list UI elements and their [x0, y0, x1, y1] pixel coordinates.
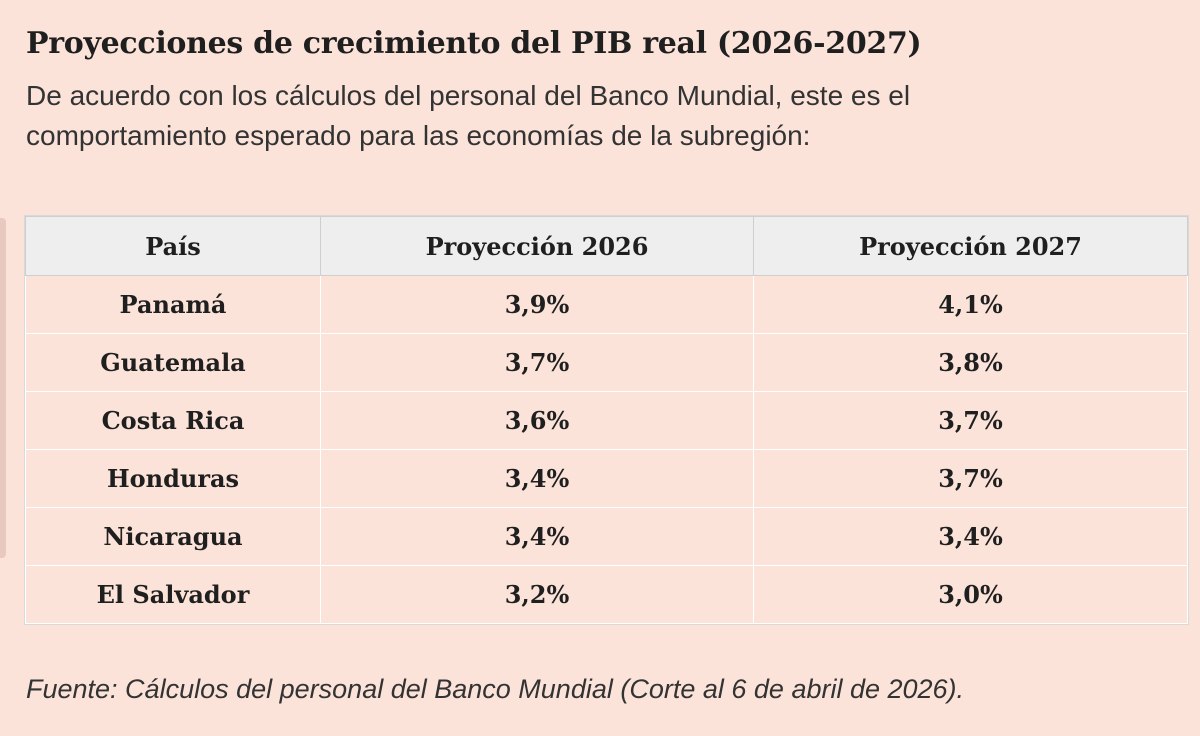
cell-projection-2027: 3,8% — [753, 333, 1188, 392]
cell-country: Nicaragua — [25, 507, 321, 566]
intro-paragraph: De acuerdo con los cálculos del personal… — [26, 80, 911, 151]
cell-projection-2027: 3,4% — [753, 507, 1188, 566]
table-row: Honduras 3,4% 3,7% — [25, 449, 1188, 508]
cell-projection-2027: 3,0% — [753, 565, 1188, 624]
table-row: El Salvador 3,2% 3,0% — [25, 565, 1188, 624]
cell-projection-2026: 3,6% — [320, 391, 754, 450]
cell-projection-2026: 3,7% — [320, 333, 754, 392]
table-row: Panamá 3,9% 4,1% — [25, 275, 1188, 334]
cell-projection-2026: 3,2% — [320, 565, 754, 624]
cell-country: Guatemala — [25, 333, 321, 392]
cell-country: Panamá — [25, 275, 321, 334]
cell-projection-2027: 4,1% — [753, 275, 1188, 334]
cell-country: Costa Rica — [25, 391, 321, 450]
left-edge-shadow — [0, 218, 6, 558]
table-header-row: País Proyección 2026 Proyección 2027 — [25, 216, 1188, 276]
header-projection-2026: Proyección 2026 — [320, 216, 754, 276]
cell-projection-2027: 3,7% — [753, 449, 1188, 508]
cell-country: Honduras — [25, 449, 321, 508]
table-row: Costa Rica 3,6% 3,7% — [25, 391, 1188, 450]
cell-projection-2026: 3,4% — [320, 507, 754, 566]
header-projection-2027: Proyección 2027 — [753, 216, 1188, 276]
page-title: Proyecciones de crecimiento del PIB real… — [26, 26, 922, 61]
cell-projection-2026: 3,4% — [320, 449, 754, 508]
source-note: Fuente: Cálculos del personal del Banco … — [26, 674, 965, 704]
table-row: Nicaragua 3,4% 3,4% — [25, 507, 1188, 566]
cell-projection-2027: 3,7% — [753, 391, 1188, 450]
cell-country: El Salvador — [25, 565, 321, 624]
projections-table: País Proyección 2026 Proyección 2027 Pan… — [24, 215, 1189, 625]
header-country: País — [25, 216, 321, 276]
table-row: Guatemala 3,7% 3,8% — [25, 333, 1188, 392]
cell-projection-2026: 3,9% — [320, 275, 754, 334]
